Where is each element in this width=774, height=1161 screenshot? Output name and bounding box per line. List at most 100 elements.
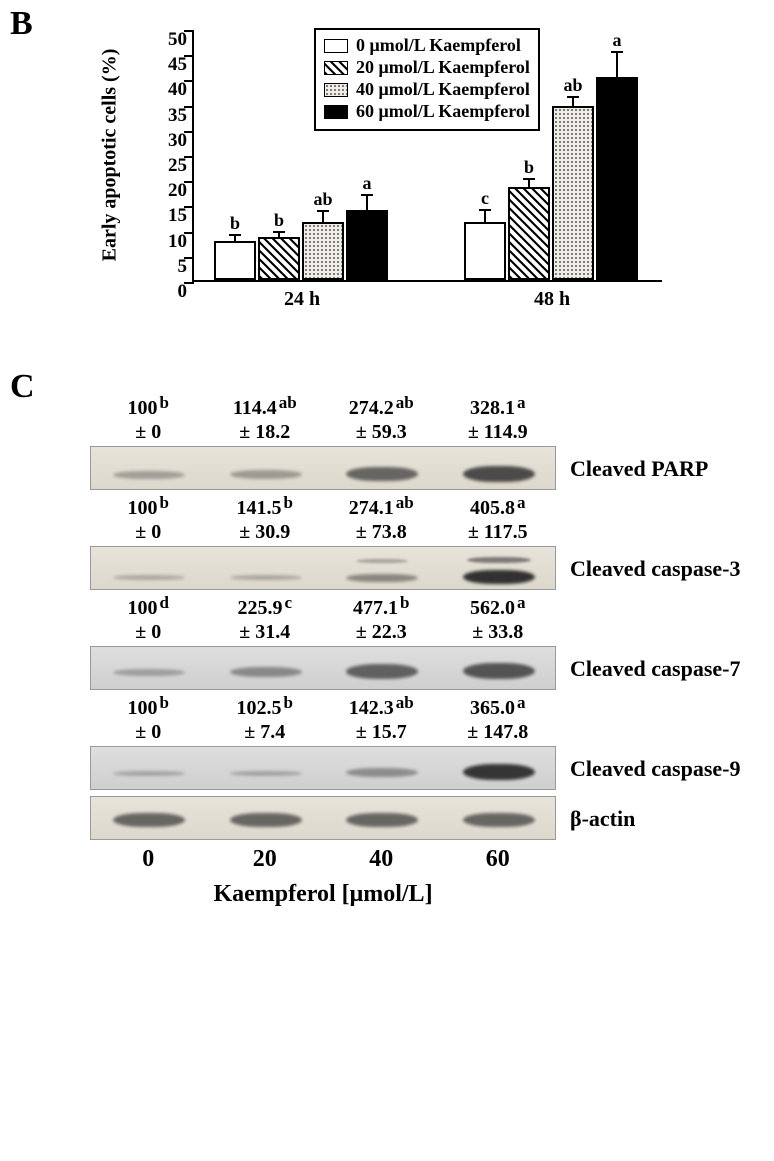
quant-cell: 100b± 0	[90, 496, 207, 544]
panel-letter-b: B	[10, 5, 33, 43]
ytick-label: 5	[132, 256, 187, 278]
error-bar	[484, 211, 486, 221]
bar	[552, 106, 594, 280]
ytick-label: 45	[132, 54, 187, 76]
band	[113, 771, 185, 776]
band	[346, 574, 418, 582]
ytick-label: 35	[132, 105, 187, 127]
significance-label: ab	[563, 75, 582, 96]
band	[230, 470, 302, 479]
legend-label: 20 μmol/L Kaempferol	[356, 57, 530, 78]
bar	[214, 241, 256, 280]
error-cap	[567, 96, 579, 98]
error-cap	[273, 231, 285, 233]
significance-label: a	[363, 173, 372, 194]
quant-cell: 114.4ab± 18.2	[207, 396, 324, 444]
significance-label: c	[481, 188, 489, 209]
x-group-label: 24 h	[284, 288, 320, 311]
band	[230, 575, 302, 580]
blot-row: 100b± 0102.5b± 7.4142.3ab± 15.7365.0a± 1…	[60, 696, 720, 790]
gel-image	[90, 746, 556, 790]
band	[230, 667, 302, 677]
concentration-label: 20	[207, 846, 324, 873]
concentration-label: 40	[323, 846, 440, 873]
band	[230, 771, 302, 776]
quant-cell: 477.1b± 22.3	[323, 596, 440, 644]
quant-cell: 405.8a± 117.5	[440, 496, 557, 544]
error-cap	[523, 178, 535, 180]
panel-letter-c: C	[10, 368, 35, 406]
chart-b: Early apoptotic cells (%) 05101520253035…	[120, 20, 680, 315]
error-cap	[361, 194, 373, 196]
significance-label: b	[230, 213, 240, 234]
error-cap	[229, 234, 241, 236]
bar	[596, 77, 638, 280]
error-bar	[278, 233, 280, 238]
protein-label: Cleaved caspase-9	[570, 756, 740, 782]
quant-cell: 100b± 0	[90, 696, 207, 744]
quant-row: 100b± 0114.4ab± 18.2274.2ab± 59.3328.1a±…	[90, 396, 556, 444]
ytick-label: 0	[132, 281, 187, 303]
legend-swatch	[324, 61, 348, 75]
band	[356, 559, 408, 563]
legend-swatch	[324, 83, 348, 97]
quant-cell: 102.5b± 7.4	[207, 696, 324, 744]
quant-cell: 562.0a± 33.8	[440, 596, 557, 644]
band	[463, 813, 535, 827]
blot-row: 100b± 0141.5b± 30.9274.1ab± 73.8405.8a± …	[60, 496, 720, 590]
quant-cell: 328.1a± 114.9	[440, 396, 557, 444]
band	[113, 813, 185, 827]
ytick-label: 40	[132, 79, 187, 101]
legend-item: 0 μmol/L Kaempferol	[324, 35, 530, 56]
ytick-label: 10	[132, 231, 187, 253]
quant-row: 100b± 0102.5b± 7.4142.3ab± 15.7365.0a± 1…	[90, 696, 556, 744]
band	[113, 575, 185, 580]
significance-label: b	[524, 157, 534, 178]
error-bar	[366, 196, 368, 210]
protein-label: β-actin	[570, 806, 635, 832]
band	[346, 768, 418, 777]
quant-cell: 225.9c± 31.4	[207, 596, 324, 644]
band	[463, 570, 535, 584]
bar	[258, 237, 300, 280]
plot-area: 05101520253035404550bbaba24 hcbaba48 h 0…	[192, 30, 662, 282]
ytick-label: 20	[132, 180, 187, 202]
error-bar	[528, 180, 530, 187]
legend-label: 40 μmol/L Kaempferol	[356, 79, 530, 100]
band	[346, 467, 418, 481]
legend-swatch	[324, 39, 348, 53]
significance-label: a	[613, 30, 622, 51]
error-cap	[479, 209, 491, 211]
quant-cell: 100b± 0	[90, 396, 207, 444]
gel-image	[90, 646, 556, 690]
error-bar	[234, 236, 236, 241]
legend-item: 60 μmol/L Kaempferol	[324, 101, 530, 122]
bar	[302, 222, 344, 280]
concentration-label: 60	[440, 846, 557, 873]
band	[463, 663, 535, 679]
legend-label: 60 μmol/L Kaempferol	[356, 101, 530, 122]
ytick-label: 25	[132, 155, 187, 177]
error-cap	[611, 51, 623, 53]
error-cap	[317, 210, 329, 212]
quant-row: 100d± 0225.9c± 31.4477.1b± 22.3562.0a± 3…	[90, 596, 556, 644]
blot-row: β-actin	[60, 796, 720, 840]
quant-cell: 142.3ab± 15.7	[323, 696, 440, 744]
legend-item: 20 μmol/L Kaempferol	[324, 57, 530, 78]
band	[230, 813, 302, 827]
x-group-label: 48 h	[534, 288, 570, 311]
band	[346, 813, 418, 827]
protein-label: Cleaved caspase-7	[570, 656, 740, 682]
ytick-label: 50	[132, 29, 187, 51]
gel-image	[90, 796, 556, 840]
band	[346, 664, 418, 679]
protein-label: Cleaved caspase-3	[570, 556, 740, 582]
error-bar	[616, 53, 618, 77]
quant-cell: 141.5b± 30.9	[207, 496, 324, 544]
quant-cell: 100d± 0	[90, 596, 207, 644]
band	[463, 466, 535, 482]
concentration-row: 0204060	[90, 846, 556, 873]
band	[463, 764, 535, 780]
gel-image	[90, 546, 556, 590]
quant-cell: 274.2ab± 59.3	[323, 396, 440, 444]
